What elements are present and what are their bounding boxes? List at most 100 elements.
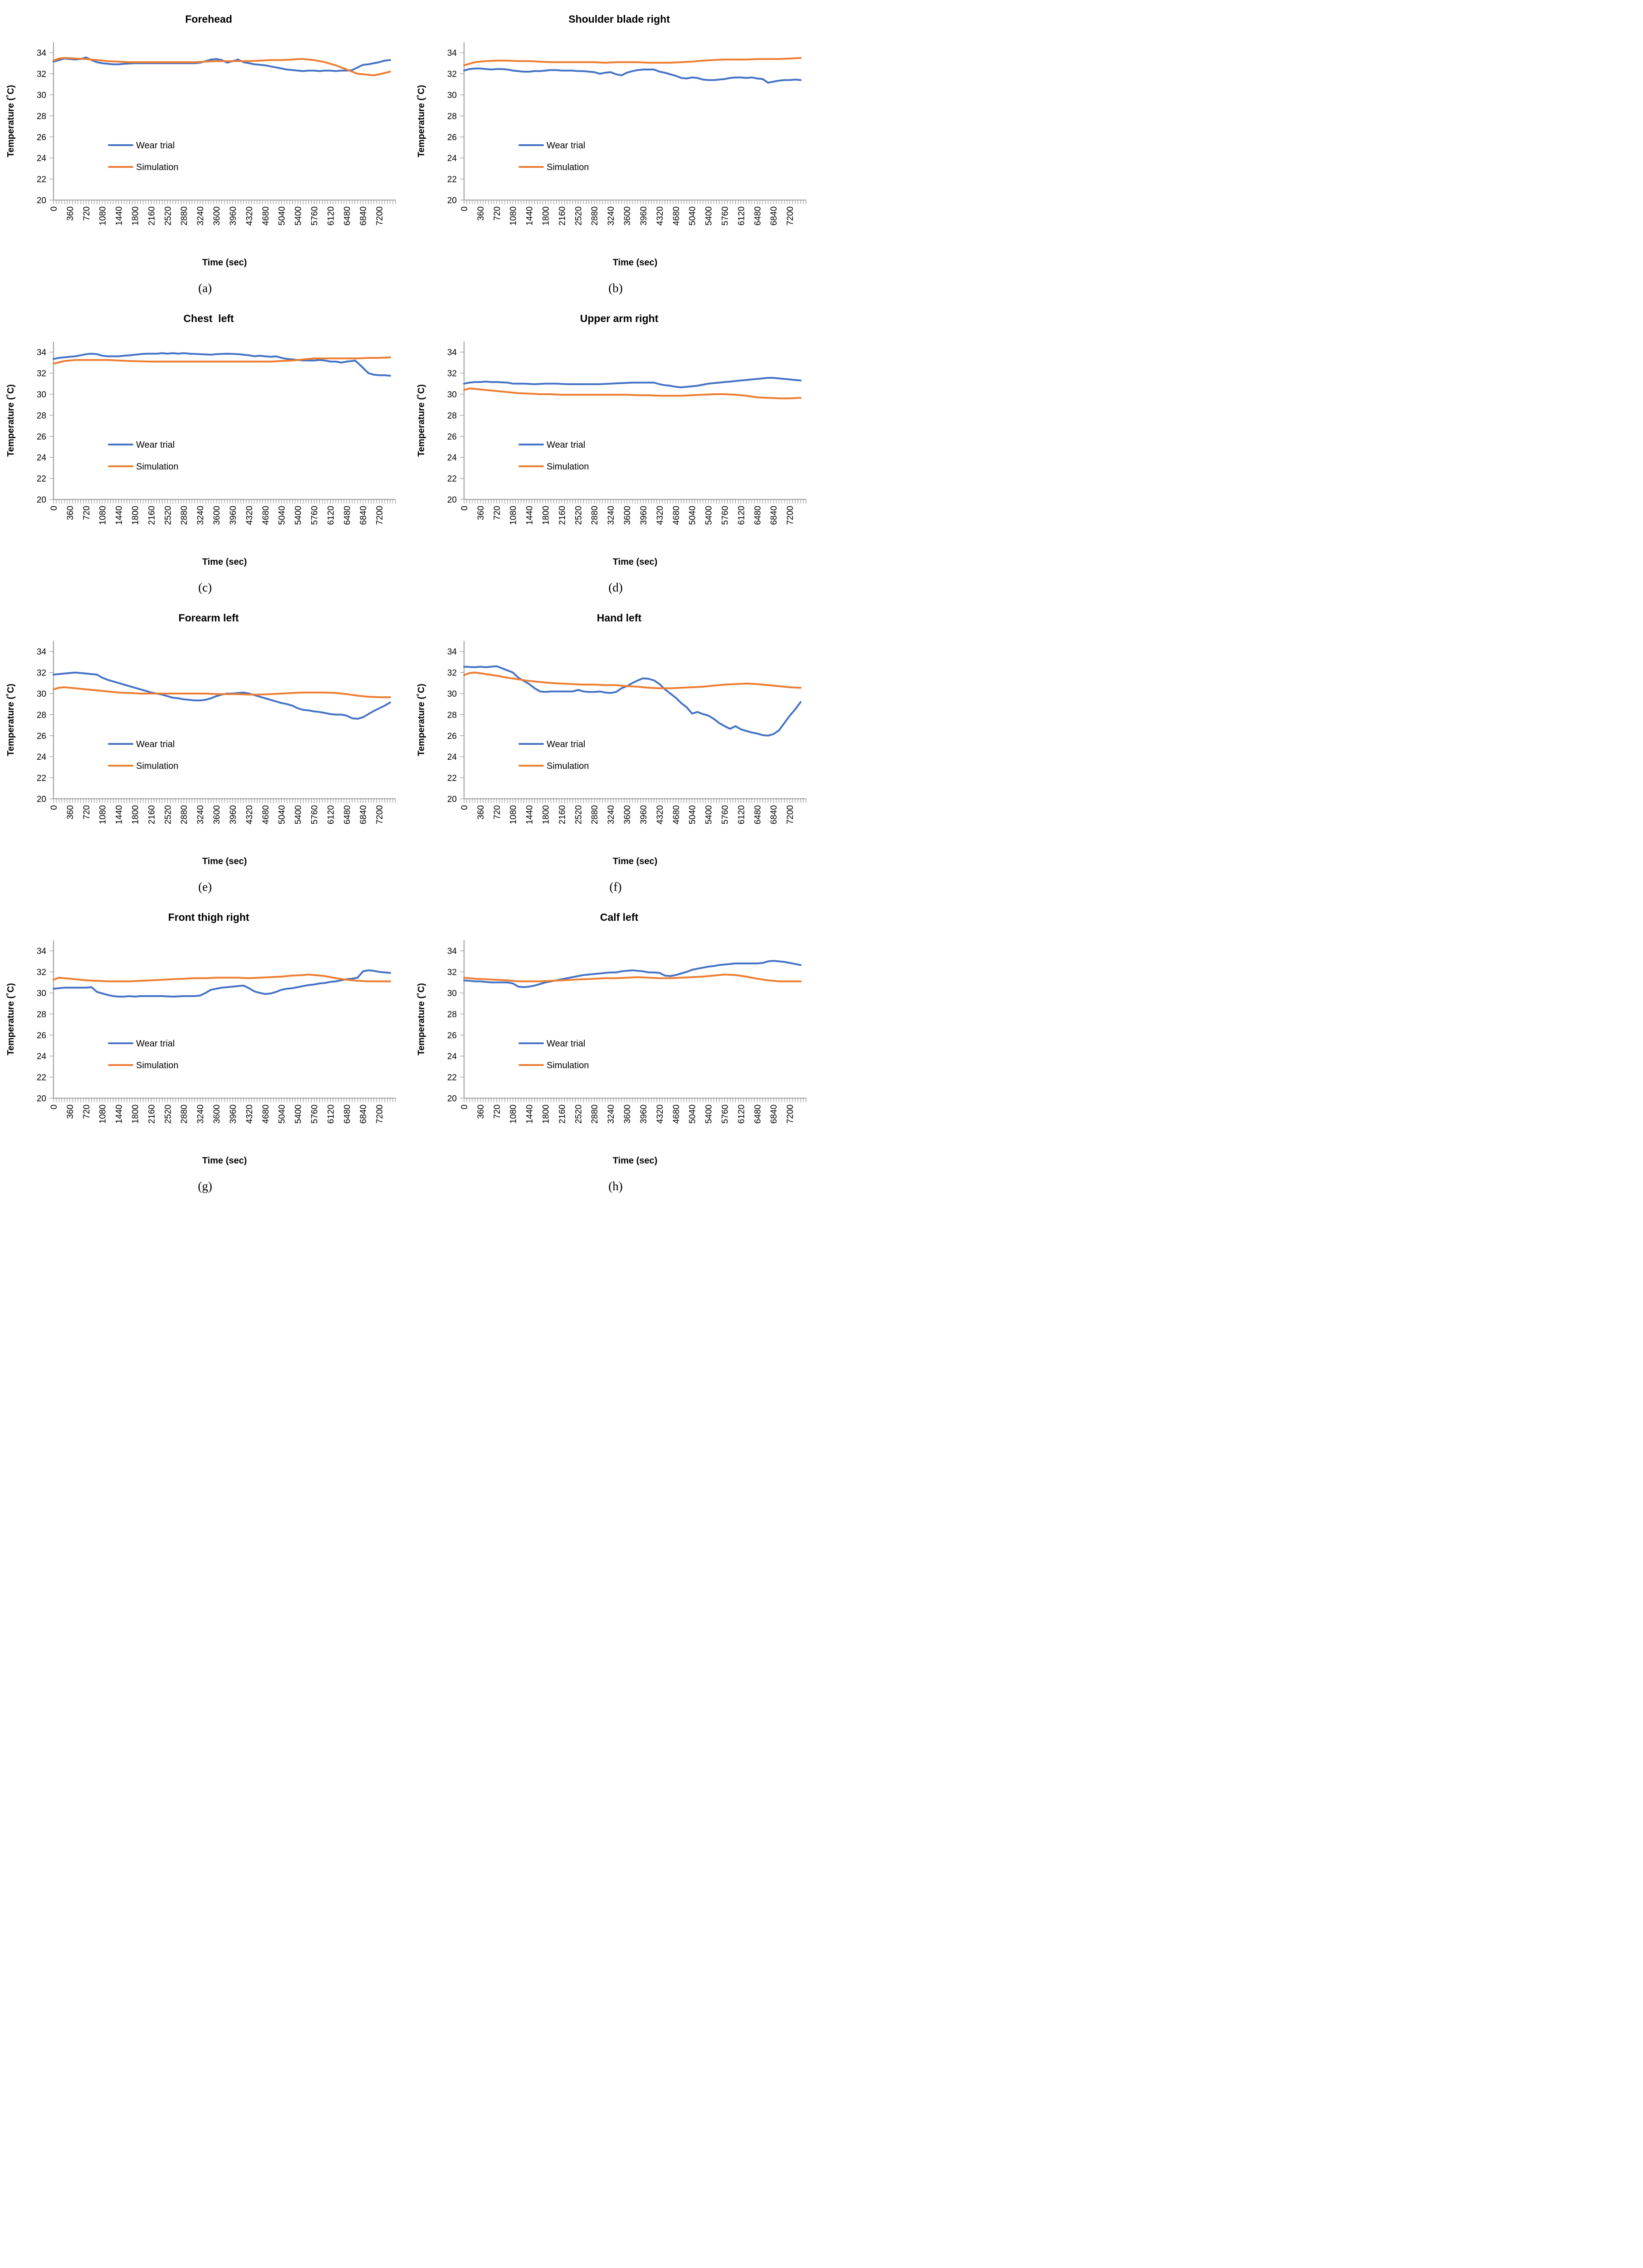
x-axis-label: Time (sec): [613, 557, 658, 567]
x-tick-label: 1080: [98, 206, 108, 225]
y-tick-label: 28: [37, 1010, 46, 1019]
y-axis-label: Temperature (˚C): [5, 983, 16, 1056]
x-tick-label: 3240: [606, 506, 616, 525]
x-tick-label: 1800: [542, 206, 551, 225]
x-tick-label: 5040: [688, 206, 698, 225]
x-tick-label: 4680: [261, 206, 271, 225]
y-tick-label: 22: [447, 474, 457, 484]
simulation-line: [53, 57, 391, 77]
x-tick-label: 6120: [737, 506, 746, 525]
y-tick-label: 32: [37, 70, 46, 79]
y-tick-label: 34: [37, 49, 47, 58]
x-tick-label: 5400: [704, 805, 714, 824]
x-tick-label: 720: [82, 206, 92, 221]
x-tick-label: 2160: [147, 1105, 156, 1124]
x-tick-label: 720: [493, 206, 502, 221]
subfigure-caption: (f): [610, 880, 622, 894]
x-tick-label: 1800: [131, 206, 141, 225]
x-tick-label: 2520: [574, 805, 583, 824]
chart-title: Forearm left: [179, 612, 239, 624]
chart-panel-upper-arm-right: Upper arm right Temperature (˚C) 20 22 24 26 2…: [411, 299, 821, 599]
y-tick-label: 34: [447, 647, 457, 657]
y-axis-label: Temperature (˚C): [5, 384, 16, 457]
subfigure-caption: (e): [198, 880, 212, 894]
x-tick-label: 360: [66, 805, 75, 820]
x-tick-label: 3960: [229, 805, 238, 824]
x-tick-label: 1080: [98, 1105, 108, 1124]
x-tick-label: 5040: [278, 805, 287, 824]
y-tick-label: 20: [447, 1094, 457, 1104]
chart-title: Hand left: [597, 612, 642, 624]
wear-trial-line: [463, 665, 802, 737]
legend-label: Wear trial: [547, 141, 585, 151]
subfigure-caption: (h): [608, 1179, 622, 1193]
chart-title: Calf left: [600, 911, 639, 923]
x-tick-label: 1440: [525, 805, 535, 824]
y-tick-label: 24: [37, 1052, 47, 1061]
chart-panel-shoulder-blade-right: Shoulder blade right Temperature (˚C) 20 22…: [411, 0, 821, 299]
x-tick-label: 2880: [180, 805, 189, 824]
x-tick-label: 1080: [509, 1105, 518, 1124]
x-tick-label: 360: [476, 805, 486, 820]
x-tick-labels: 0 360 720 1080 1440 1800 2160 2520 2880 3240 3600 3…: [460, 506, 795, 525]
y-tick-label: 30: [37, 689, 46, 699]
legend-label: Simulation: [136, 162, 178, 172]
y-tick-label: 30: [37, 91, 46, 100]
y-tick-labels: 20 22 24 26 28 30 32 34: [37, 348, 54, 505]
legend-label: Wear trial: [136, 1039, 175, 1049]
y-tick-label: 26: [447, 432, 457, 442]
x-tick-label: 4320: [245, 206, 254, 225]
y-tick-labels: 20 22 24 26 28 30 32 34: [37, 49, 54, 205]
chart-title: Shoulder blade right: [568, 13, 670, 25]
x-tick-label: 7200: [786, 206, 795, 225]
y-tick-label: 20: [447, 495, 457, 505]
simulation-line: [463, 671, 802, 689]
simulation-line: [53, 973, 391, 982]
x-tick-label: 4320: [655, 206, 665, 225]
x-tick-label: 3240: [196, 805, 205, 824]
x-tick-label: 1440: [115, 206, 124, 225]
x-tick-label: 1800: [542, 506, 551, 525]
y-tick-labels: 20 22 24 26 28 30 32 34: [37, 647, 54, 804]
x-axis-label: Time (sec): [202, 557, 247, 567]
y-tick-label: 22: [447, 175, 457, 185]
x-tick-label: 3600: [623, 805, 632, 824]
x-tick-label: 6480: [342, 206, 352, 225]
x-tick-label: 3600: [212, 206, 222, 225]
y-tick-label: 24: [447, 753, 457, 762]
x-tick-label: 5400: [704, 206, 714, 225]
x-tick-label: 1800: [131, 805, 141, 824]
x-tick-label: 7200: [375, 805, 385, 824]
figure-grid: Forehead Temperature (˚C) 20 22 24 26 28 30 32 34…: [0, 0, 821, 1198]
subfigure-caption: (g): [198, 1179, 212, 1193]
x-tick-label: 5400: [294, 805, 303, 824]
legend-label: Wear trial: [547, 739, 585, 749]
x-tick-label: 1080: [509, 805, 518, 824]
y-tick-label: 28: [37, 411, 46, 420]
x-tick-label: 2520: [574, 206, 583, 225]
x-tick-label: 5400: [294, 506, 303, 525]
x-tick-label: 3600: [212, 805, 222, 824]
x-tick-label: 1080: [509, 506, 518, 525]
x-tick-label: 360: [66, 206, 75, 221]
x-axis-label: Time (sec): [613, 258, 658, 268]
x-tick-label: 3960: [639, 805, 649, 824]
y-axis-label: Temperature (˚C): [416, 384, 426, 457]
y-tick-label: 22: [37, 175, 46, 185]
x-tick-label: 5040: [278, 1105, 287, 1124]
y-tick-label: 32: [37, 968, 46, 978]
x-tick-label: 5400: [294, 1105, 303, 1124]
x-tick-label: 4680: [672, 506, 681, 525]
x-tick-label: 5040: [278, 206, 287, 225]
x-tick-label: 0: [49, 1105, 59, 1110]
wear-trial-line: [463, 960, 802, 988]
x-tick-label: 5040: [688, 1105, 698, 1124]
x-tick-label: 2880: [590, 805, 600, 824]
y-tick-label: 20: [447, 196, 457, 205]
legend-item-wear-trial: Wear trial: [108, 440, 175, 450]
x-tick-label: 4680: [261, 805, 271, 824]
wear-trial-line: [53, 969, 391, 998]
x-tick-label: 2160: [147, 506, 156, 525]
x-minor-ticks: [53, 1098, 396, 1102]
x-tick-label: 6120: [326, 506, 336, 525]
